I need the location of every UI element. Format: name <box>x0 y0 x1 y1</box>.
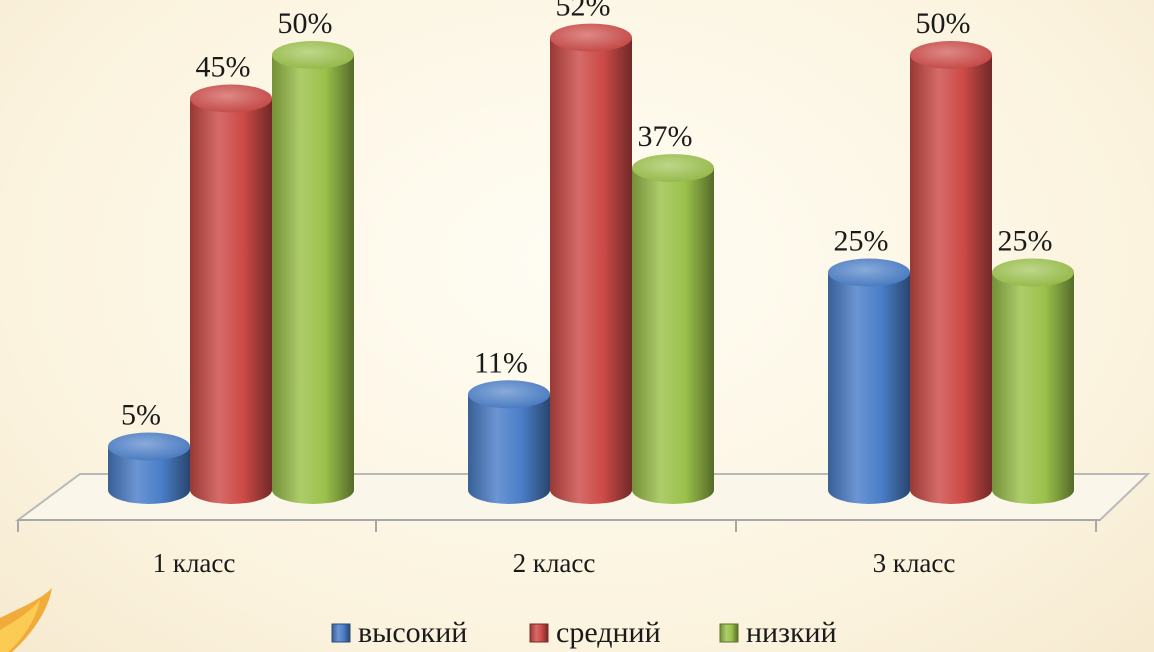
bar-top <box>992 258 1074 287</box>
bar-top <box>108 432 190 461</box>
bar-top <box>190 84 272 113</box>
bar-top <box>272 41 354 69</box>
data-label: 50% <box>278 7 333 40</box>
legend-label: средний <box>556 616 661 649</box>
data-label: 5% <box>121 399 161 432</box>
bar-top <box>468 380 550 409</box>
bar-низкий-1 <box>272 41 354 504</box>
category-label: 2 класс <box>513 548 596 578</box>
legend-item-низкий: низкий <box>719 616 837 649</box>
category-label: 1 класс <box>153 548 236 578</box>
data-label: 52% <box>556 0 611 23</box>
data-label: 11% <box>474 346 528 379</box>
legend-label: высокий <box>358 616 467 649</box>
bar-body <box>272 55 354 504</box>
data-label: 37% <box>638 120 693 153</box>
bar-высокий-2 <box>468 380 550 504</box>
data-label: 45% <box>196 51 251 84</box>
bar-body <box>828 272 910 504</box>
bar-top <box>910 41 992 69</box>
bar-высокий-3 <box>828 258 910 504</box>
legend-item-высокий: высокий <box>331 616 467 649</box>
bar-top <box>828 258 910 287</box>
legend-item-средний: средний <box>529 616 661 649</box>
bar-средний-1 <box>190 84 272 504</box>
bar-top <box>632 154 714 183</box>
legend-swatch <box>529 623 549 643</box>
bar-body <box>468 394 550 504</box>
bar-body <box>910 55 992 504</box>
data-label: 25% <box>834 225 889 258</box>
bar-body <box>108 446 190 504</box>
category-labels: 1 класс 2 класс 3 класс <box>153 548 956 578</box>
value-labels: 5% 45% 50% 11% 52% 37% 25% 50% 25% <box>121 0 1053 432</box>
legend: высокий средний низкий <box>331 616 837 649</box>
x-axis <box>17 519 1100 532</box>
category-label: 3 класс <box>873 548 956 578</box>
legend-swatch <box>331 623 351 643</box>
bar-body <box>190 98 272 504</box>
legend-swatch <box>719 623 739 643</box>
data-label: 25% <box>998 225 1053 258</box>
bar-низкий-2 <box>632 154 714 504</box>
bar-средний-2 <box>550 23 632 504</box>
bar-низкий-3 <box>992 258 1074 504</box>
decorative-leaf <box>0 588 52 652</box>
bar-top <box>550 23 632 52</box>
data-label: 50% <box>916 7 971 40</box>
bar-body <box>992 272 1074 504</box>
bar-body <box>550 37 632 504</box>
bars <box>108 23 1074 504</box>
bar-средний-3 <box>910 41 992 504</box>
legend-label: низкий <box>746 616 837 649</box>
bar-высокий-1 <box>108 432 190 504</box>
bar-body <box>632 168 714 504</box>
